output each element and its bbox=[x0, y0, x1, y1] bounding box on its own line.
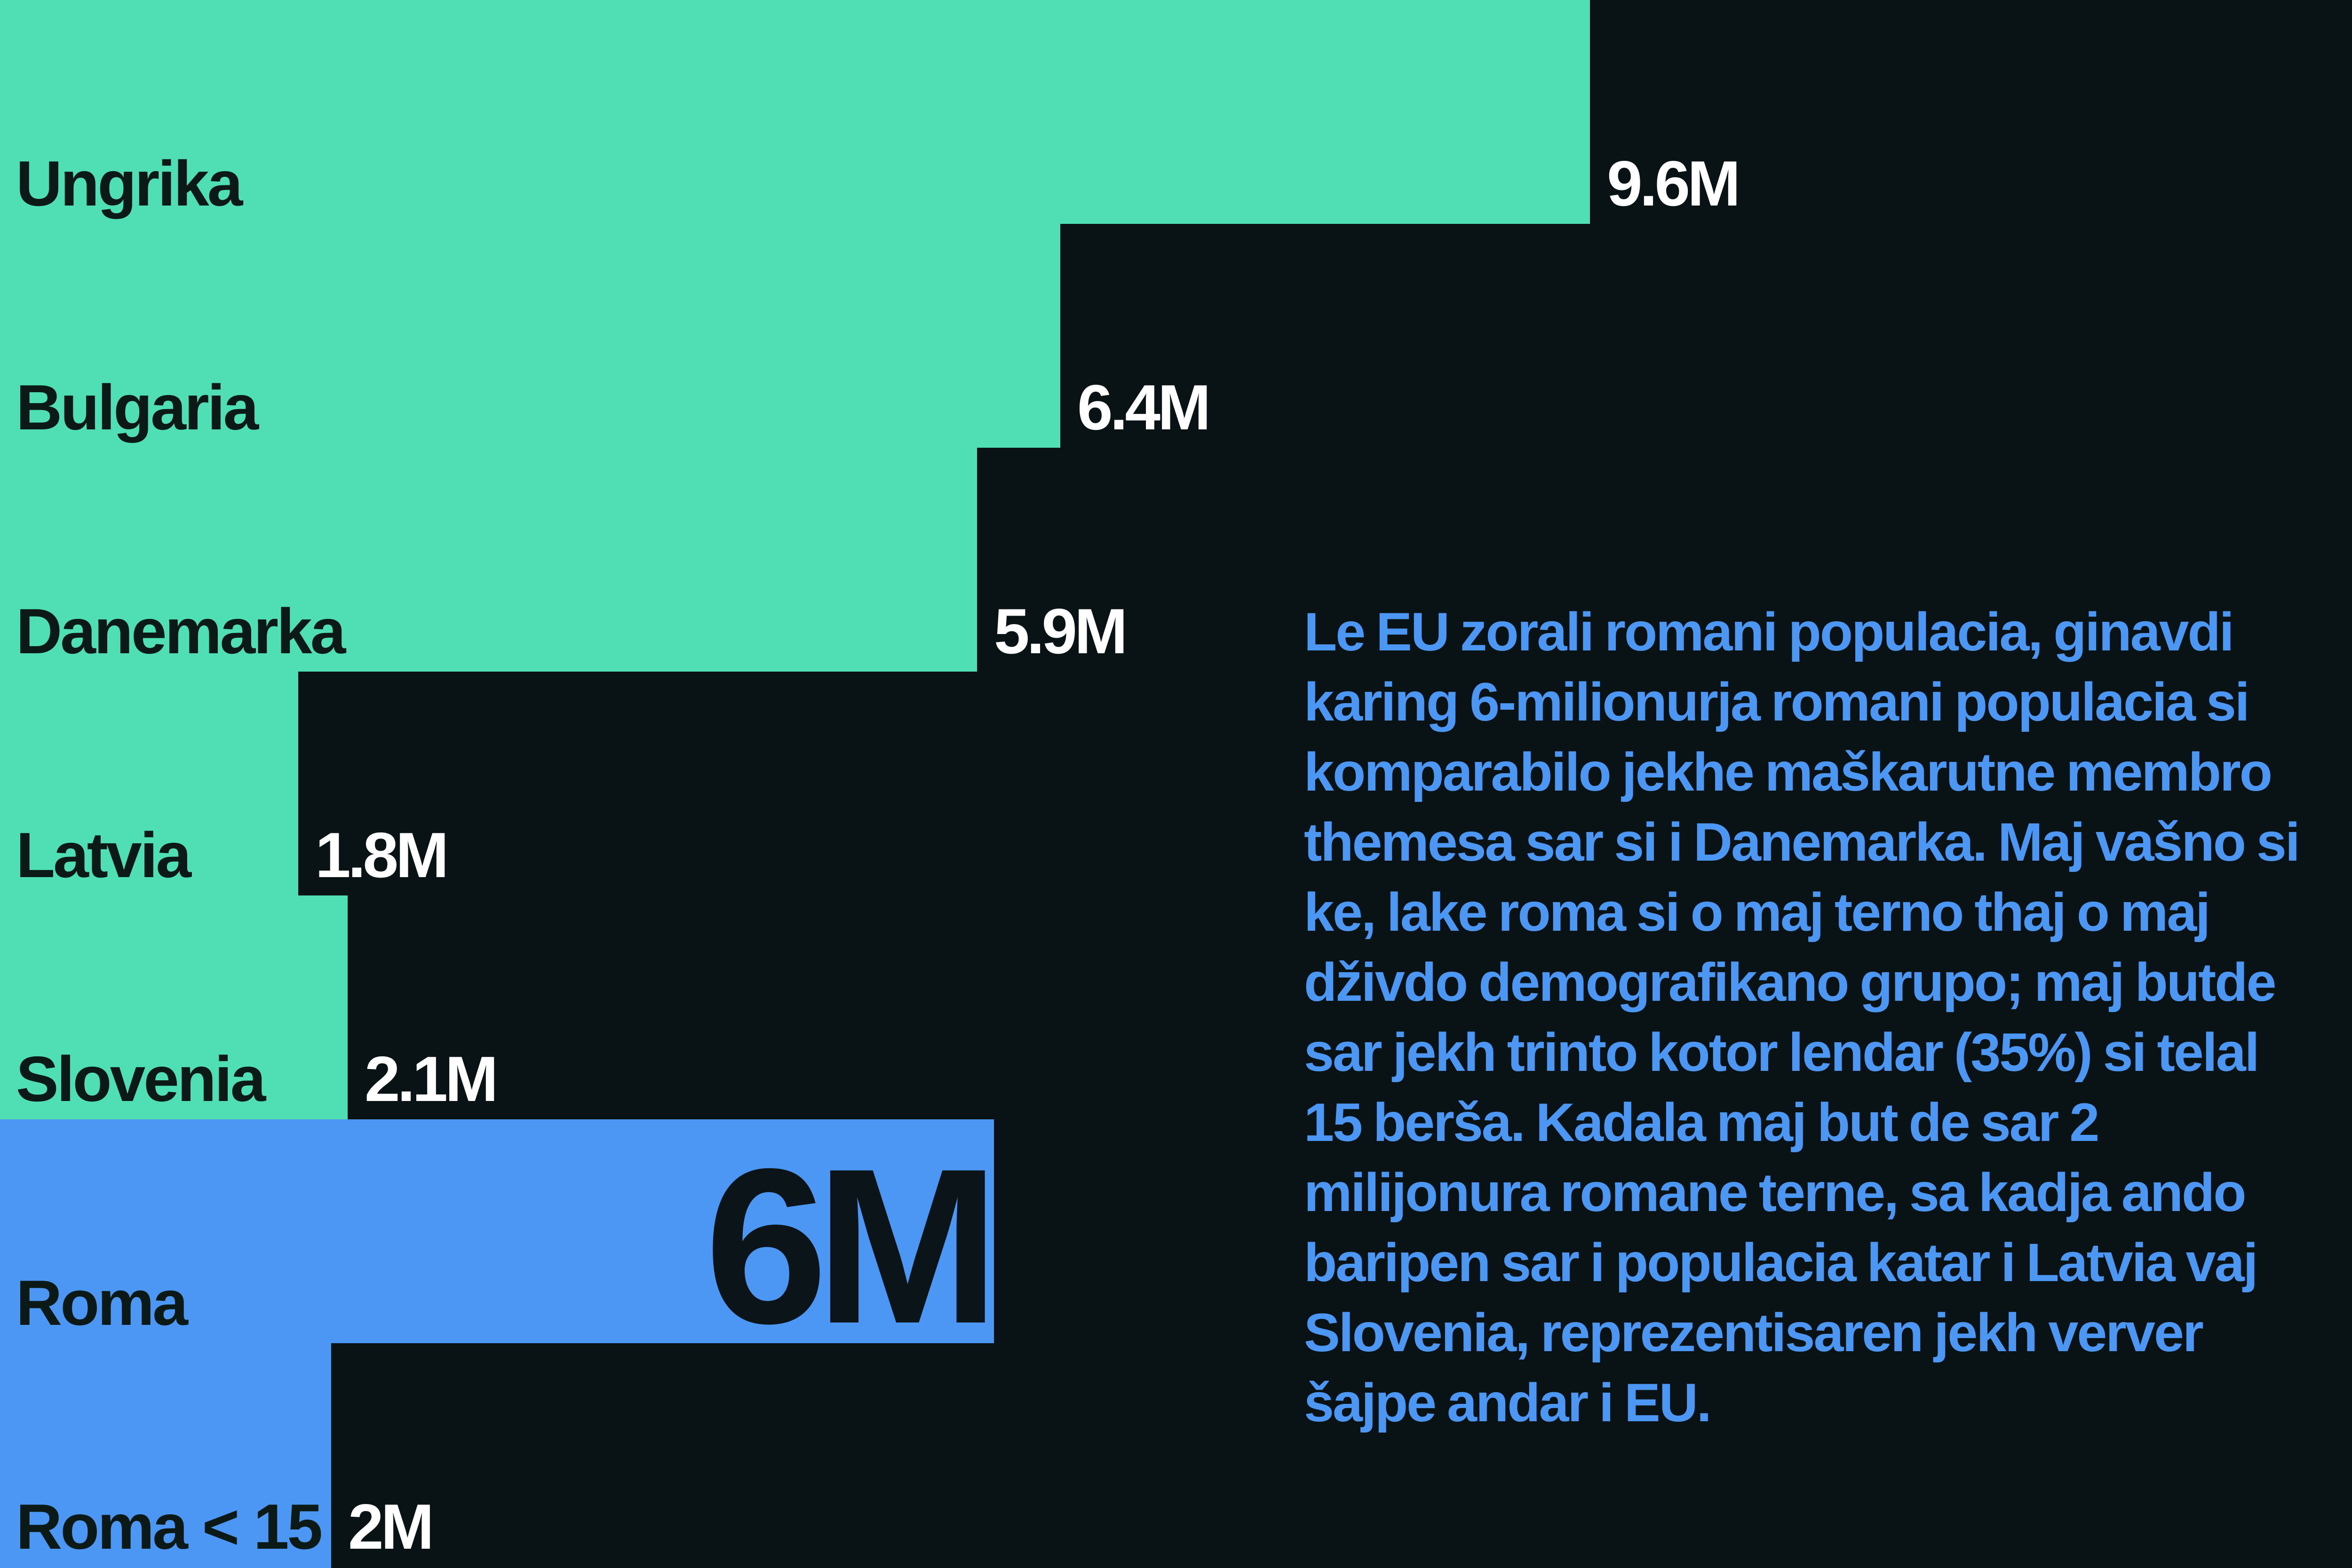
bar-bulgaria bbox=[0, 224, 1060, 448]
value-label-bulgaria: 6.4M bbox=[1077, 372, 1211, 443]
value-label-ungrika: 9.6M bbox=[1607, 148, 1740, 219]
value-label-latvia: 1.8M bbox=[315, 819, 449, 891]
bar-danemarka bbox=[0, 448, 977, 672]
bar-roma-15 bbox=[0, 1343, 331, 1568]
category-label-slovenia: Slovenia bbox=[16, 1043, 266, 1115]
bar-slovenia bbox=[0, 895, 348, 1119]
value-label-roma-15: 2M bbox=[348, 1491, 434, 1562]
bar-ungrika bbox=[0, 0, 1590, 224]
value-label-slovenia: 2.1M bbox=[365, 1043, 498, 1115]
value-label-danemarka: 5.9M bbox=[994, 595, 1128, 667]
explanatory-note: Le EU zorali romani populacia, ginavdi k… bbox=[1304, 602, 2300, 1433]
category-label-latvia: Latvia bbox=[16, 819, 191, 891]
category-label-roma: Roma bbox=[16, 1267, 188, 1338]
category-label-bulgaria: Bulgaria bbox=[16, 372, 259, 443]
category-label-roma-15: Roma < 15 bbox=[16, 1491, 323, 1562]
category-label-ungrika: Ungrika bbox=[16, 148, 243, 219]
category-label-danemarka: Danemarka bbox=[16, 595, 346, 667]
bar-latvia bbox=[0, 672, 298, 895]
value-label-big-roma: 6M bbox=[705, 1123, 1000, 1370]
bar-roma bbox=[0, 1119, 994, 1343]
